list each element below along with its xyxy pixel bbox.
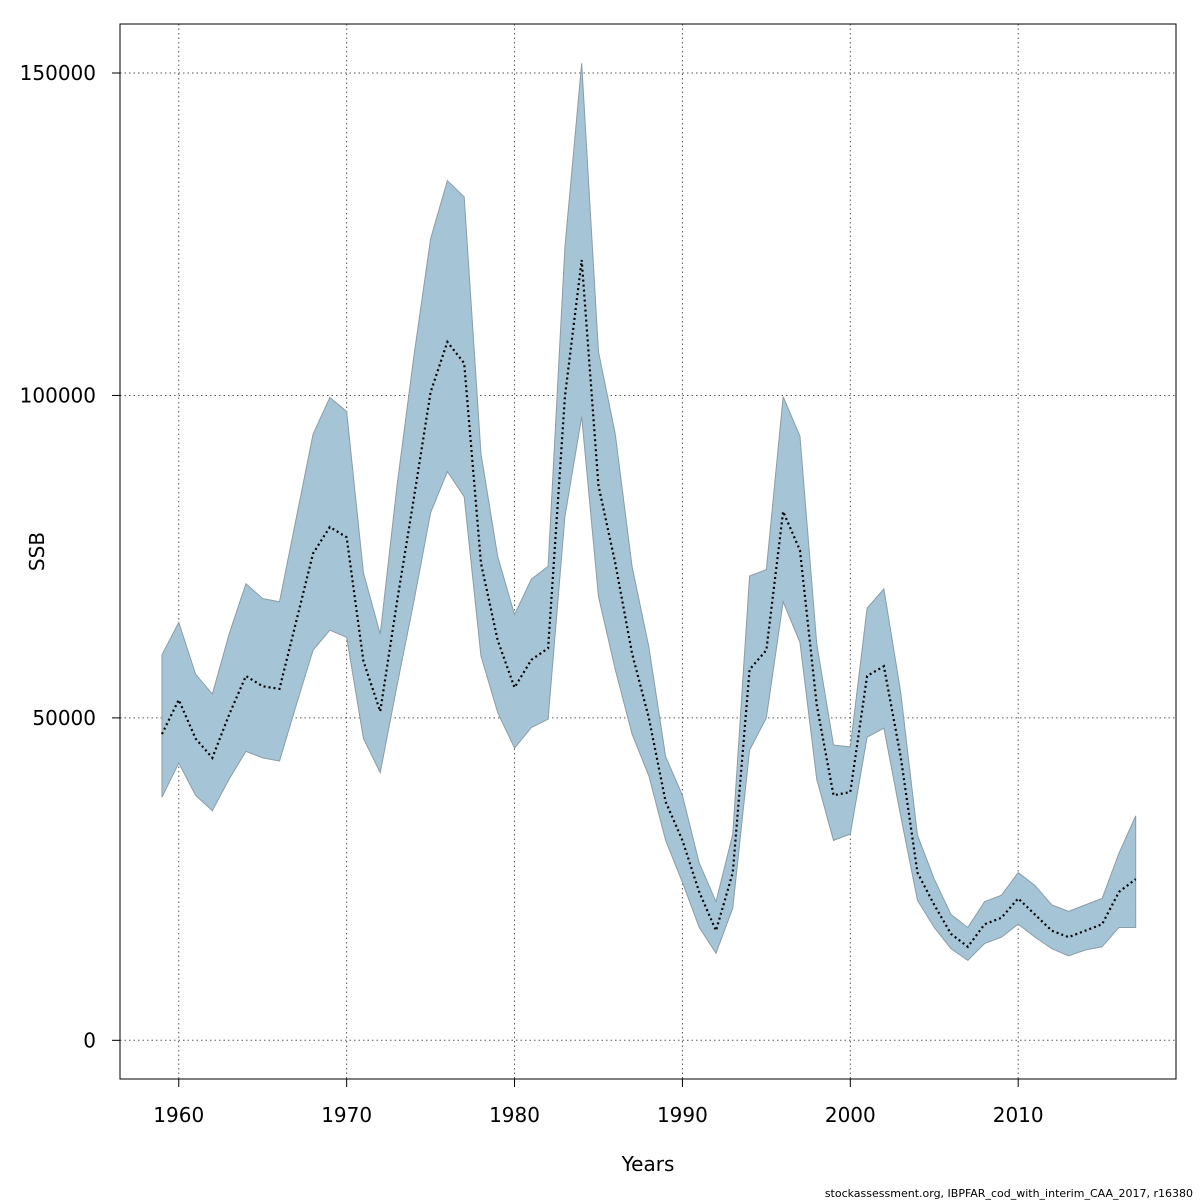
y-axis-title: SSB xyxy=(25,532,49,571)
x-axis: 1960 1970 1980 1990 2000 2010 xyxy=(153,1079,1044,1127)
y-tick-label-0: 0 xyxy=(83,1028,96,1052)
x-tick-label-1970: 1970 xyxy=(321,1103,372,1127)
plot-frame xyxy=(119,23,1177,1080)
x-tick-label-2010: 2010 xyxy=(993,1103,1044,1127)
ssb-series-line xyxy=(160,259,1137,949)
x-tick-label-2000: 2000 xyxy=(825,1103,876,1127)
x-tick-label-1990: 1990 xyxy=(657,1103,708,1127)
footer-credit: stockassessment.org, IBPFAR_cod_with_int… xyxy=(825,1187,1193,1200)
y-tick-label-50000: 50000 xyxy=(32,706,96,730)
y-tick-label-150000: 150000 xyxy=(20,61,96,85)
y-tick-label-100000: 100000 xyxy=(20,383,96,407)
x-tick-label-1980: 1980 xyxy=(489,1103,540,1127)
y-axis: 0 50000 100000 150000 xyxy=(20,61,120,1052)
confidence-band xyxy=(161,63,1137,961)
x-axis-title: Years xyxy=(621,1152,675,1176)
x-tick-label-1960: 1960 xyxy=(153,1103,204,1127)
